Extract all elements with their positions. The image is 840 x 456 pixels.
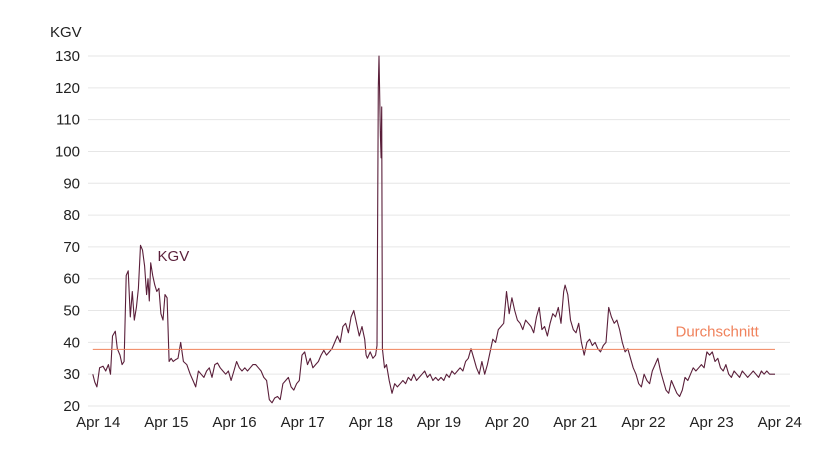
y-tick-label: 30 xyxy=(63,366,80,383)
y-tick-label: 50 xyxy=(63,303,80,320)
x-tick-label: Apr 18 xyxy=(349,414,393,431)
kgv-series-label: KGV xyxy=(158,248,190,265)
y-tick-label: 130 xyxy=(55,48,80,65)
y-tick-label: 20 xyxy=(63,398,80,415)
x-axis-ticks: Apr 14 Apr 15 Apr 16 Apr 17 Apr 18 Apr 19 Apr … xyxy=(76,414,802,431)
y-tick-label: 40 xyxy=(63,334,80,351)
average-series-label: Durchschnitt xyxy=(675,324,759,341)
series-lines xyxy=(92,55,775,404)
kgv-series-line xyxy=(92,55,775,404)
x-tick-label: Apr 15 xyxy=(144,414,188,431)
x-tick-label: Apr 19 xyxy=(417,414,461,431)
x-tick-label: Apr 14 xyxy=(76,414,120,431)
y-tick-label: 120 xyxy=(55,80,80,97)
x-tick-label: Apr 23 xyxy=(690,414,734,431)
y-tick-label: 110 xyxy=(56,112,80,129)
x-tick-label: Apr 21 xyxy=(553,414,597,431)
x-tick-label: Apr 20 xyxy=(485,414,529,431)
y-tick-label: 60 xyxy=(63,271,80,288)
x-tick-label: Apr 17 xyxy=(281,414,325,431)
y-axis-label: KGV xyxy=(50,24,82,41)
y-tick-label: 100 xyxy=(55,143,80,160)
annotations: KGV Durchschnitt xyxy=(158,248,760,340)
y-tick-label: 70 xyxy=(63,239,80,256)
x-tick-label: Apr 22 xyxy=(621,414,665,431)
x-tick-label: Apr 16 xyxy=(212,414,256,431)
y-tick-label: 90 xyxy=(63,175,80,192)
y-axis-ticks: 20 30 40 50 60 70 80 90 100 110 120 130 xyxy=(55,48,80,415)
x-tick-label: Apr 24 xyxy=(758,414,802,431)
gridlines xyxy=(88,55,790,407)
y-tick-label: 80 xyxy=(63,207,80,224)
